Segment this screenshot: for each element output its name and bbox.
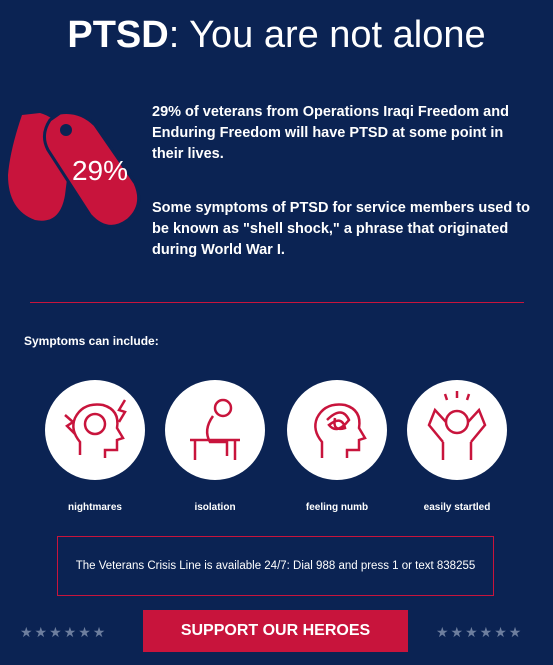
symptoms-heading: Symptoms can include: — [24, 334, 159, 348]
stars: ★★★★★★ — [436, 624, 524, 640]
symptom-label: nightmares — [68, 502, 122, 513]
support-button[interactable]: SUPPORT OUR HEROES — [143, 610, 408, 652]
crisis-text: The Veterans Crisis Line is available 24… — [75, 560, 476, 572]
icon-circle — [287, 380, 387, 480]
icon-circle — [165, 380, 265, 480]
icon-circle — [407, 380, 507, 480]
symptom-label: easily startled — [423, 502, 491, 513]
stars: ★★★★★★ — [20, 624, 108, 640]
dog-tags: 29% — [8, 111, 141, 228]
crisis-box: The Veterans Crisis Line is available 24… — [57, 536, 494, 596]
symptom-label: isolation — [194, 502, 236, 513]
badge: 29% — [72, 155, 128, 186]
icon-circle — [45, 380, 145, 480]
symptom-label: feeling numb — [305, 502, 369, 513]
paragraph: Some symptoms of PTSD for service member… — [152, 200, 530, 258]
title-bold: PTSD — [67, 14, 169, 56]
paragraph: 29% of veterans from Operations Iraqi Fr… — [152, 104, 509, 162]
title: PTSD: You are not alone — [0, 14, 553, 57]
divider — [30, 302, 524, 303]
title-rest: : You are not alone — [168, 14, 486, 56]
